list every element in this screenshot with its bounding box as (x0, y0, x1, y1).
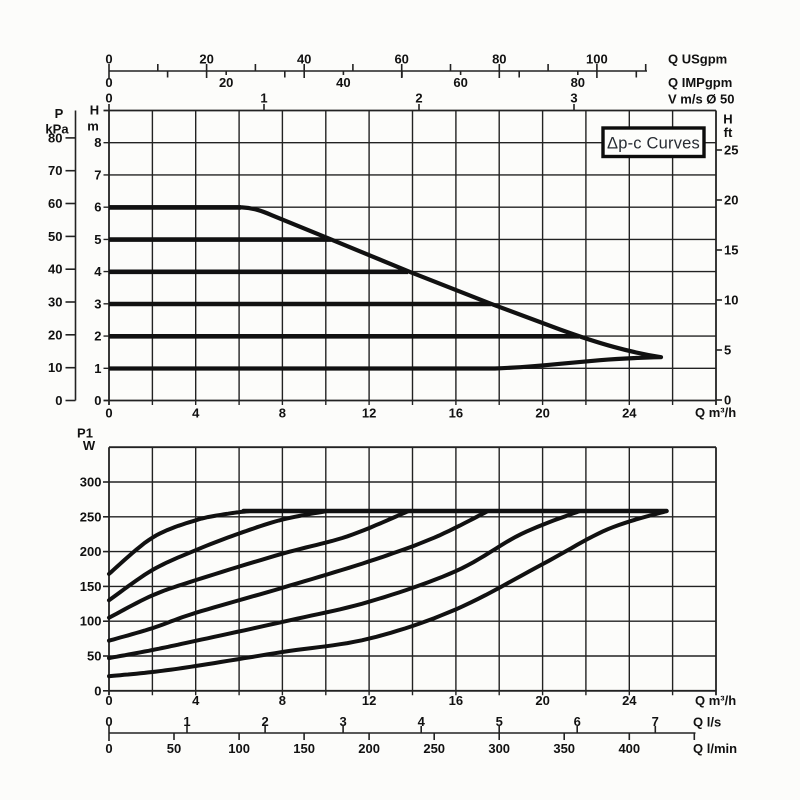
svg-text:1: 1 (183, 714, 190, 729)
svg-text:20: 20 (535, 406, 549, 421)
svg-text:100: 100 (80, 614, 102, 629)
svg-text:80: 80 (571, 75, 585, 90)
svg-text:16: 16 (449, 693, 463, 708)
svg-text:250: 250 (423, 741, 445, 756)
svg-text:0: 0 (105, 91, 112, 106)
svg-text:200: 200 (358, 741, 380, 756)
svg-text:0: 0 (94, 393, 101, 408)
svg-text:kPa: kPa (45, 122, 69, 137)
svg-text:5: 5 (724, 343, 731, 358)
svg-text:200: 200 (80, 544, 102, 559)
svg-text:V m/s Ø 50: V m/s Ø 50 (668, 92, 734, 107)
svg-text:0: 0 (94, 683, 101, 698)
svg-text:15: 15 (724, 243, 738, 258)
svg-text:5: 5 (94, 232, 101, 247)
svg-text:6: 6 (94, 200, 101, 215)
svg-text:4: 4 (192, 693, 200, 708)
svg-text:0: 0 (55, 393, 62, 408)
svg-text:2: 2 (261, 714, 268, 729)
svg-text:6: 6 (574, 714, 581, 729)
svg-text:100: 100 (228, 741, 250, 756)
svg-text:40: 40 (336, 75, 350, 90)
svg-text:3: 3 (339, 714, 346, 729)
svg-text:1: 1 (94, 361, 101, 376)
svg-text:0: 0 (105, 52, 112, 67)
svg-text:P1: P1 (77, 426, 93, 441)
svg-text:1: 1 (260, 91, 267, 106)
svg-text:150: 150 (293, 741, 315, 756)
svg-text:300: 300 (488, 741, 510, 756)
svg-text:8: 8 (279, 693, 286, 708)
svg-text:Q l/s: Q l/s (693, 715, 721, 730)
svg-text:Q l/min: Q l/min (693, 741, 737, 756)
svg-text:0: 0 (105, 693, 112, 708)
svg-text:H: H (90, 103, 99, 118)
svg-text:Q IMPgpm: Q IMPgpm (668, 75, 732, 90)
svg-text:300: 300 (80, 475, 102, 490)
svg-text:4: 4 (418, 714, 426, 729)
svg-text:0: 0 (105, 75, 112, 90)
svg-text:2: 2 (415, 91, 422, 106)
svg-text:7: 7 (94, 167, 101, 182)
svg-text:3: 3 (94, 296, 101, 311)
svg-text:60: 60 (48, 196, 62, 211)
svg-text:4: 4 (192, 406, 200, 421)
svg-text:Q m³/h: Q m³/h (695, 693, 736, 708)
svg-text:7: 7 (652, 714, 659, 729)
svg-text:350: 350 (553, 741, 575, 756)
svg-text:20: 20 (219, 75, 233, 90)
svg-text:m: m (87, 119, 99, 134)
svg-text:Q m³/h: Q m³/h (695, 405, 736, 420)
svg-text:60: 60 (453, 75, 467, 90)
svg-text:20: 20 (199, 52, 213, 67)
svg-text:0: 0 (105, 406, 112, 421)
svg-text:40: 40 (48, 262, 62, 277)
svg-text:40: 40 (297, 52, 311, 67)
svg-text:60: 60 (394, 52, 408, 67)
svg-text:8: 8 (94, 135, 101, 150)
svg-text:3: 3 (570, 91, 577, 106)
svg-text:5: 5 (496, 714, 503, 729)
svg-text:Q USgpm: Q USgpm (668, 52, 727, 67)
svg-text:W: W (83, 438, 96, 453)
svg-text:P: P (55, 106, 64, 121)
svg-text:0: 0 (105, 741, 112, 756)
svg-text:12: 12 (362, 406, 376, 421)
svg-text:80: 80 (492, 52, 506, 67)
svg-text:50: 50 (48, 229, 62, 244)
svg-text:30: 30 (48, 295, 62, 310)
svg-text:250: 250 (80, 509, 102, 524)
svg-text:400: 400 (618, 741, 640, 756)
svg-text:12: 12 (362, 693, 376, 708)
svg-text:ft: ft (724, 125, 733, 140)
svg-text:8: 8 (279, 406, 286, 421)
svg-text:24: 24 (622, 693, 637, 708)
svg-text:50: 50 (167, 741, 181, 756)
svg-text:150: 150 (80, 579, 102, 594)
svg-text:20: 20 (535, 693, 549, 708)
svg-text:16: 16 (449, 406, 463, 421)
svg-text:70: 70 (48, 163, 62, 178)
svg-text:50: 50 (87, 649, 101, 664)
svg-text:2: 2 (94, 329, 101, 344)
svg-text:0: 0 (724, 393, 731, 408)
svg-text:4: 4 (94, 264, 102, 279)
svg-text:Δp-c Curves: Δp-c Curves (607, 135, 700, 153)
svg-text:20: 20 (724, 193, 738, 208)
svg-text:25: 25 (724, 143, 738, 158)
svg-text:0: 0 (105, 714, 112, 729)
svg-text:24: 24 (622, 406, 637, 421)
svg-text:10: 10 (724, 293, 738, 308)
svg-text:100: 100 (586, 52, 608, 67)
svg-text:H: H (723, 112, 732, 127)
svg-text:20: 20 (48, 327, 62, 342)
svg-text:80: 80 (48, 130, 62, 145)
svg-text:10: 10 (48, 360, 62, 375)
